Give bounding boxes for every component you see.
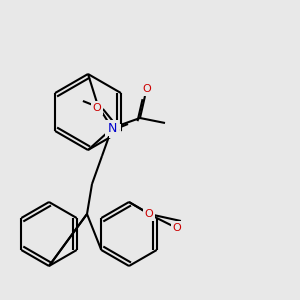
- Text: O: O: [142, 84, 152, 94]
- Text: N: N: [107, 122, 117, 134]
- Text: O: O: [145, 209, 153, 219]
- Text: O: O: [92, 103, 101, 113]
- Text: O: O: [111, 126, 119, 136]
- Text: O: O: [172, 223, 181, 233]
